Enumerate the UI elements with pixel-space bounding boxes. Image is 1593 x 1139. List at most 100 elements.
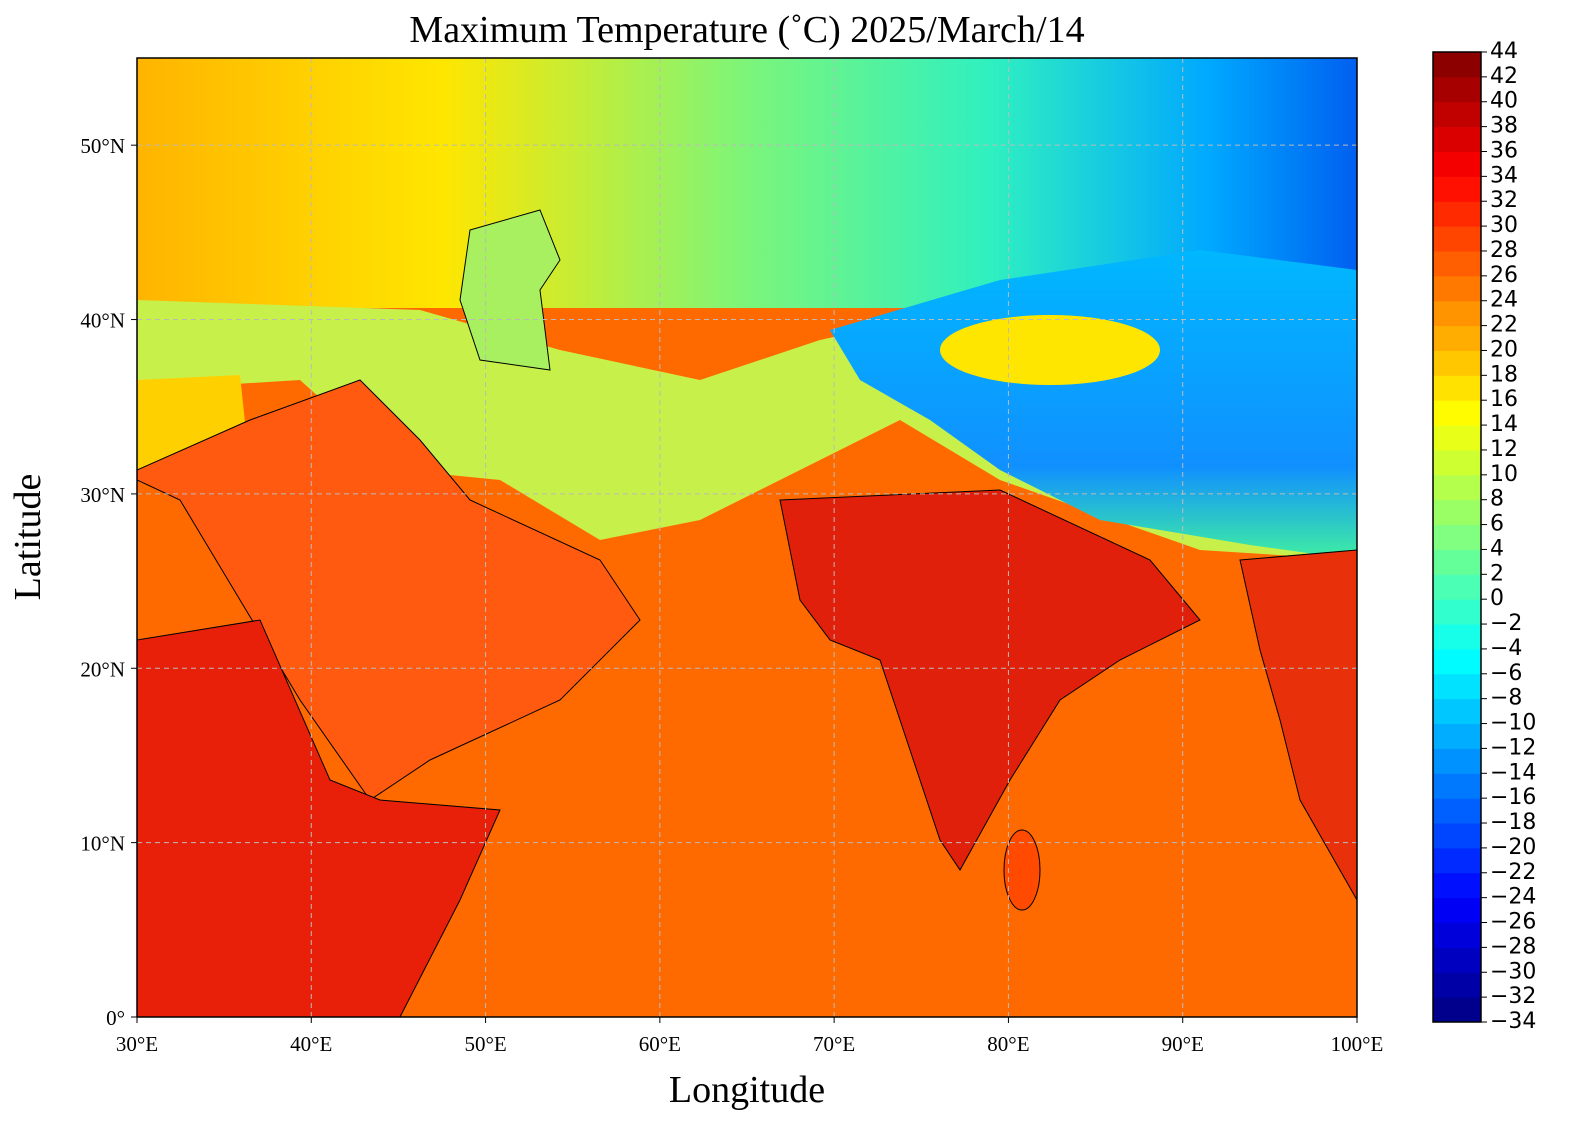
colorbar-band: [1433, 400, 1481, 426]
colorbar-band: [1433, 101, 1481, 128]
colorbar-tick-label: 10: [1490, 462, 1518, 487]
colorbar-band: [1433, 599, 1481, 625]
colorbar-band: [1433, 624, 1481, 650]
colorbar-tick-label: 22: [1490, 313, 1518, 338]
y-axis-label: Latitude: [7, 474, 49, 601]
colorbar-band: [1433, 723, 1481, 749]
colorbar-band: [1433, 897, 1481, 924]
colorbar-band: [1433, 847, 1481, 874]
colorbar-band: [1433, 574, 1481, 600]
colorbar-tick-label: −12: [1490, 735, 1536, 760]
colorbar-tick-label: −34: [1490, 1009, 1536, 1034]
colorbar-tick-label: −22: [1490, 860, 1536, 885]
colorbar-tick-label: −24: [1490, 885, 1536, 910]
colorbar-band: [1433, 997, 1481, 1023]
colorbar-tick-label: 4: [1490, 536, 1504, 561]
caspian: [459, 209, 561, 371]
y-tick-label: 40°N: [80, 309, 125, 333]
colorbar-band: [1433, 350, 1481, 376]
colorbar-tick-label: 2: [1490, 561, 1504, 586]
colorbar-band: [1433, 325, 1481, 351]
map: [137, 58, 1357, 1017]
colorbar-tick-label: −2: [1490, 611, 1522, 636]
colorbar-tick-label: −10: [1490, 711, 1536, 736]
x-tick-label: 50°E: [464, 1032, 506, 1056]
colorbar-tick-label: 36: [1490, 138, 1518, 163]
chart-title: Maximum Temperature (˚C) 2025/March/14: [409, 9, 1084, 51]
colorbar-tick-label: 34: [1490, 163, 1518, 188]
colorbar-band: [1433, 524, 1481, 550]
colorbar-tick-label: −30: [1490, 959, 1536, 984]
colorbar-tick-label: 20: [1490, 337, 1518, 362]
colorbar-tick-label: 0: [1490, 586, 1504, 611]
x-tick-label: 90°E: [1162, 1032, 1204, 1056]
colorbar-tick-label: 24: [1490, 288, 1518, 313]
colorbar-band: [1433, 872, 1481, 899]
x-tick-label: 60°E: [639, 1032, 681, 1056]
colorbar-tick-label: 40: [1490, 89, 1518, 114]
colorbar-tick-label: −14: [1490, 760, 1536, 785]
colorbar-band: [1433, 773, 1481, 799]
colorbar-band: [1433, 151, 1481, 177]
tarim: [940, 315, 1160, 385]
colorbar-tick-label: −18: [1490, 810, 1536, 835]
colorbar-band: [1433, 698, 1481, 725]
y-tick-label: 10°N: [80, 832, 125, 856]
southeast-asia: [1239, 549, 1357, 902]
colorbar-tick-label: 26: [1490, 263, 1518, 288]
colorbar-band: [1433, 250, 1481, 277]
colorbar-tick-label: −16: [1490, 785, 1536, 810]
y-tick-label: 30°N: [80, 483, 125, 507]
x-tick-label: 70°E: [813, 1032, 855, 1056]
tibet: [830, 250, 1357, 560]
colorbar-tick-label: 16: [1490, 387, 1518, 412]
colorbar-frame: [1432, 51, 1482, 1023]
colorbar-tick-label: 44: [1490, 39, 1518, 64]
y-tick-label: 0°: [106, 1006, 125, 1030]
plot-frame: [136, 57, 1358, 1018]
colorbar-tick-label: 18: [1490, 362, 1518, 387]
colorbar-band: [1433, 947, 1481, 973]
x-tick-label: 30°E: [116, 1032, 158, 1056]
colorbar-tick-label: −26: [1490, 910, 1536, 935]
colorbar-band: [1433, 201, 1481, 227]
colorbar-tick-label: −4: [1490, 636, 1522, 661]
colorbar-tick-label: 28: [1490, 238, 1518, 263]
africa: [137, 619, 501, 1017]
colorbar-tick-label: 38: [1490, 114, 1518, 139]
colorbar-band: [1433, 922, 1481, 948]
colorbar-band: [1433, 449, 1481, 476]
india: [779, 489, 1201, 871]
colorbar-band: [1433, 972, 1481, 998]
colorbar-tick-label: −32: [1490, 984, 1536, 1009]
colorbar-band: [1433, 673, 1481, 700]
colorbar-band: [1433, 499, 1481, 526]
arabia: [137, 379, 641, 801]
colorbar-band: [1433, 52, 1481, 78]
colorbar-tick-label: −20: [1490, 835, 1536, 860]
colorbar-tick-label: 30: [1490, 213, 1518, 238]
y-tick-label: 50°N: [80, 134, 125, 158]
colorbar-band: [1433, 226, 1481, 252]
colorbar-tick-label: 12: [1490, 437, 1518, 462]
sri-lanka: [1003, 829, 1041, 911]
colorbar-band: [1433, 748, 1481, 774]
colorbar-band: [1433, 76, 1481, 103]
x-tick-label: 40°E: [290, 1032, 332, 1056]
x-tick-label: 100°E: [1331, 1032, 1384, 1056]
colorbar-tick-label: 14: [1490, 412, 1518, 437]
colorbar-tick-label: 8: [1490, 487, 1504, 512]
colorbar-tick-label: 32: [1490, 188, 1518, 213]
x-tick-label: 80°E: [987, 1032, 1029, 1056]
colorbar-band: [1433, 126, 1481, 152]
colorbar-band: [1433, 375, 1481, 401]
colorbar-tick-label: −6: [1490, 661, 1522, 686]
colorbar-band: [1433, 275, 1481, 302]
colorbar-band: [1433, 823, 1481, 849]
colorbar-band: [1433, 425, 1481, 451]
colorbar-tick-label: 42: [1490, 64, 1518, 89]
colorbar-band: [1433, 798, 1481, 824]
colorbar-band: [1433, 474, 1481, 501]
x-axis-label: Longitude: [669, 1069, 825, 1111]
